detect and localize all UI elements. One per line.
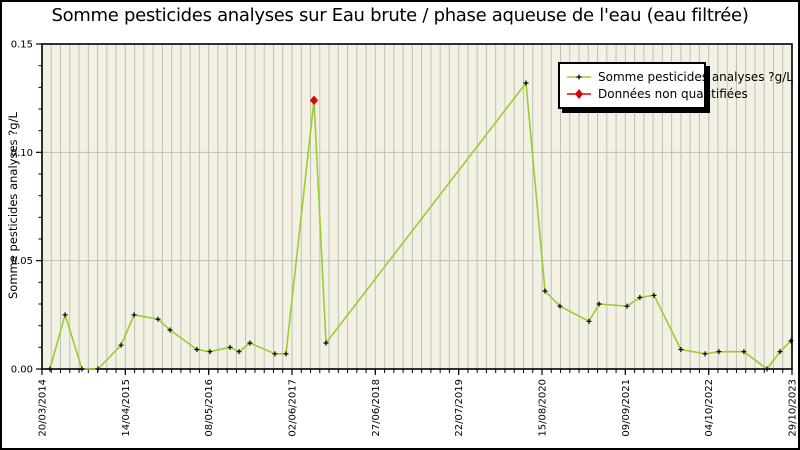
data-marker xyxy=(118,342,124,348)
data-marker xyxy=(283,351,289,357)
data-marker xyxy=(79,366,85,372)
legend-item-donnees-non-quantifiees: Données non quantifiées xyxy=(566,85,748,102)
data-marker xyxy=(323,340,329,346)
data-marker xyxy=(716,349,722,355)
legend-item-somme-pesticides: Somme pesticides analyses ?g/L xyxy=(566,68,793,85)
data-marker xyxy=(596,301,602,307)
data-marker xyxy=(624,303,630,309)
data-marker xyxy=(62,312,68,318)
x-tick-label: 08/05/2016 xyxy=(204,379,215,437)
legend-label: Somme pesticides analyses ?g/L xyxy=(598,69,793,84)
x-tick-label: 27/06/2018 xyxy=(371,379,382,437)
x-tick-label: 20/03/2014 xyxy=(38,379,49,437)
data-marker xyxy=(678,347,684,352)
data-marker xyxy=(207,349,213,355)
y-tick-label: 0.00 xyxy=(11,365,33,376)
chart-title: Somme pesticides analyses sur Eau brute … xyxy=(51,5,749,26)
legend-label: Données non quantifiées xyxy=(598,86,748,101)
data-marker xyxy=(95,366,101,372)
data-marker xyxy=(637,295,643,300)
data-marker xyxy=(777,349,783,355)
data-line xyxy=(49,82,792,370)
x-tick-label: 29/10/2023 xyxy=(788,379,799,437)
x-tick-label: 09/09/2021 xyxy=(621,379,632,437)
x-tick-label: 15/08/2020 xyxy=(538,379,549,437)
y-tick-label: 0.10 xyxy=(11,148,33,159)
data-marker xyxy=(764,366,770,372)
data-marker xyxy=(542,288,548,294)
line-diamond-marker-icon xyxy=(567,88,591,99)
data-marker xyxy=(155,316,161,322)
data-marker xyxy=(194,347,200,352)
data-marker xyxy=(272,351,278,357)
x-tick-label: 22/07/2019 xyxy=(454,379,465,437)
line-plus-marker-icon xyxy=(567,74,591,79)
plot-frame xyxy=(41,43,793,370)
data-marker xyxy=(236,349,242,355)
y-tick-label: 0.05 xyxy=(11,256,33,267)
data-marker xyxy=(586,318,592,324)
x-tick-label: 14/04/2015 xyxy=(121,379,132,437)
data-marker xyxy=(523,80,529,86)
data-marker xyxy=(651,292,657,298)
data-marker xyxy=(131,312,137,318)
x-tick-label: 02/06/2017 xyxy=(288,379,299,437)
y-tick-label: 0.15 xyxy=(11,40,33,51)
data-marker xyxy=(741,349,747,355)
data-marker xyxy=(167,327,173,333)
data-marker xyxy=(247,340,253,346)
data-marker xyxy=(47,366,53,372)
data-marker xyxy=(788,338,794,344)
x-tick-label: 04/10/2022 xyxy=(704,379,715,437)
unquantified-data-marker xyxy=(309,95,319,106)
data-marker xyxy=(227,344,233,350)
data-marker xyxy=(702,351,708,357)
data-marker xyxy=(557,303,563,309)
legend: Somme pesticides analyses ?g/L Données n… xyxy=(558,62,793,109)
